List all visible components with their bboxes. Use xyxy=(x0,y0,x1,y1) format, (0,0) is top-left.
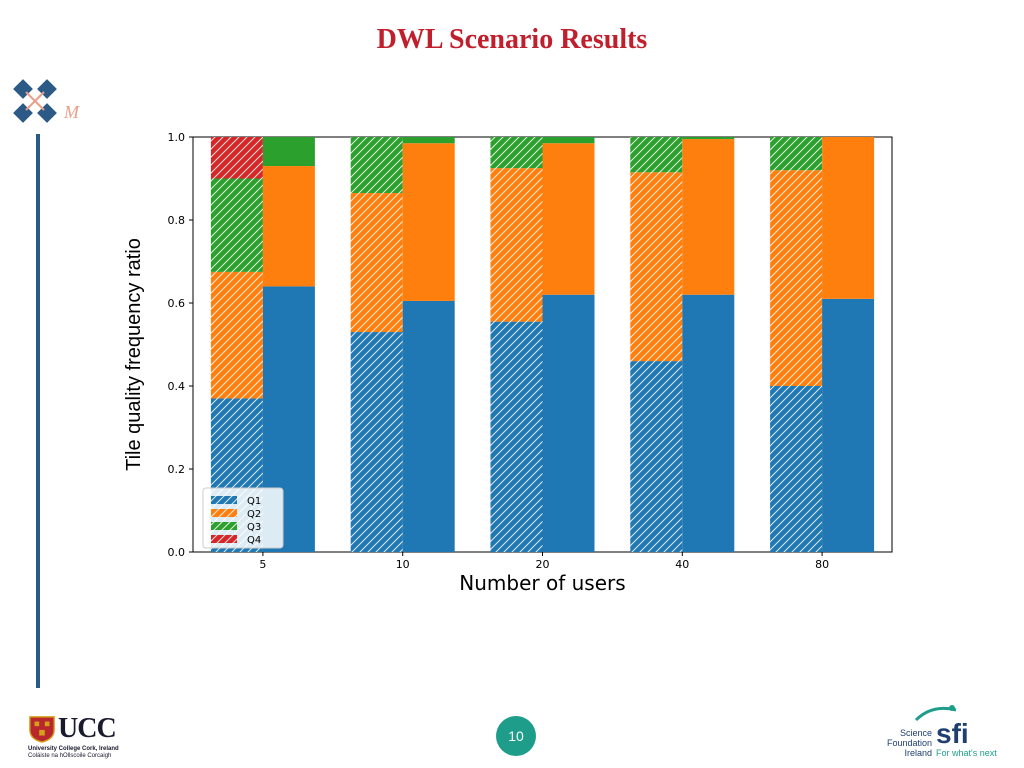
bar-segment-q1 xyxy=(630,361,683,552)
y-tick-label: 1.0 xyxy=(168,131,186,144)
x-tick-label: 80 xyxy=(815,558,829,571)
bar-segment-q2 xyxy=(210,271,263,399)
legend-swatch-q2 xyxy=(211,509,237,517)
bar-segment-q3 xyxy=(262,137,315,167)
legend-label-q3: Q3 xyxy=(247,522,261,533)
y-tick-label: 0.2 xyxy=(168,463,186,476)
x-tick-label: 20 xyxy=(536,558,550,571)
bar-segment-q4 xyxy=(210,137,263,179)
sfi-logo-line3: Ireland xyxy=(904,748,932,758)
bar-segment-q1 xyxy=(770,386,823,552)
y-tick-label: 0.0 xyxy=(168,546,186,559)
bar-segment-q2 xyxy=(542,143,595,295)
sfi-logo-mark: sfi xyxy=(936,718,969,749)
y-tick-label: 0.8 xyxy=(168,214,186,227)
bar-segment-q1 xyxy=(542,294,595,552)
bar-segment-q2 xyxy=(770,170,823,386)
bar-segment-q2 xyxy=(822,137,875,299)
bar-segment-q1 xyxy=(822,298,875,552)
bar-segment-q1 xyxy=(682,294,735,552)
accent-bar xyxy=(36,134,40,688)
bar-segment-q2 xyxy=(490,168,543,322)
bar-segment-q1 xyxy=(402,300,455,552)
bar-segment-q3 xyxy=(682,137,735,140)
bar-segment-q3 xyxy=(770,137,823,171)
bar-segment-q1 xyxy=(490,321,543,552)
y-tick-label: 0.6 xyxy=(168,297,186,310)
legend-swatch-q1 xyxy=(211,496,237,504)
sfi-logo-line2: Foundation xyxy=(886,738,932,748)
conference-logo-icon: M xyxy=(13,79,80,123)
slide-title: DWL Scenario Results xyxy=(376,24,648,55)
x-tick-label: 10 xyxy=(396,558,410,571)
bar-segment-q1 xyxy=(350,332,403,552)
legend-label-q4: Q4 xyxy=(247,535,261,546)
x-tick-label: 40 xyxy=(675,558,689,571)
ucc-logo-line2: Coláiste na hOllscoile Corcaigh xyxy=(28,753,112,759)
x-axis-label: Number of users xyxy=(459,571,625,595)
bar-segment-q3 xyxy=(402,137,455,144)
sfi-logo-line1: Science xyxy=(899,728,932,738)
bar-segment-q3 xyxy=(210,178,263,272)
bar-segment-q3 xyxy=(490,137,543,169)
bar-segment-q2 xyxy=(402,143,455,301)
bar-segment-q2 xyxy=(630,172,683,362)
legend-label-q2: Q2 xyxy=(247,509,261,520)
ucc-crest-icon xyxy=(29,716,55,743)
bar-segment-q3 xyxy=(350,137,403,194)
y-tick-label: 0.4 xyxy=(168,380,186,393)
page-number-badge: 10 xyxy=(496,716,536,756)
conference-logo-letter: M xyxy=(63,102,80,122)
bar-segment-q2 xyxy=(682,139,735,295)
legend-swatch-q3 xyxy=(211,522,237,530)
bar-segment-q2 xyxy=(350,193,403,333)
ucc-logo-line1: University College Cork, Ireland xyxy=(28,746,119,752)
bar-segment-q3 xyxy=(630,137,683,173)
sfi-logo-tagline: For what's next xyxy=(936,748,997,758)
bar-segment-q2 xyxy=(262,166,315,287)
sfi-swoosh-icon xyxy=(914,705,957,722)
y-axis-label: Tile quality frequency ratio xyxy=(123,238,145,471)
legend-label-q1: Q1 xyxy=(247,496,261,507)
bar-segment-q3 xyxy=(542,137,595,144)
ucc-logo-title: UCC xyxy=(58,713,117,744)
legend-swatch-q4 xyxy=(211,535,237,543)
x-tick-label: 5 xyxy=(259,558,266,571)
